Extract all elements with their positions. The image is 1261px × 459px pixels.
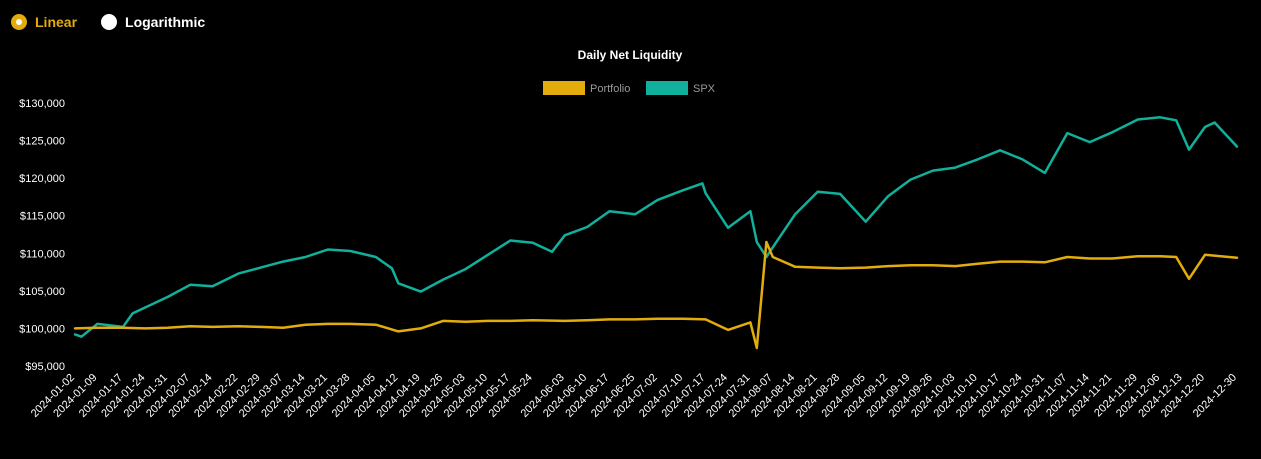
chart-legend: Portfolio SPX <box>543 81 716 95</box>
y-tick-label: $110,000 <box>20 248 65 260</box>
series-lines <box>73 116 1239 350</box>
logarithmic-label: Logarithmic <box>125 14 206 30</box>
y-tick-label: $95,000 <box>25 361 65 373</box>
series-line-portfolio <box>73 240 1239 350</box>
y-axis: $95,000 $100,000 $105,000 $110,000 $115,000 $… <box>19 98 65 373</box>
linear-option[interactable]: Linear <box>11 14 77 30</box>
y-tick-label: $105,000 <box>19 286 65 298</box>
legend-swatch-spx <box>646 81 688 95</box>
y-tick-label: $125,000 <box>19 136 65 148</box>
series-line-spx <box>73 116 1239 338</box>
y-tick-label: $120,000 <box>19 173 65 185</box>
y-tick-label: $130,000 <box>19 98 65 110</box>
logarithmic-radio-icon[interactable] <box>101 14 118 30</box>
y-tick-label: $100,000 <box>19 323 65 335</box>
logarithmic-option[interactable]: Logarithmic <box>101 14 205 30</box>
linear-radio-icon[interactable] <box>11 14 27 30</box>
legend-label-spx: SPX <box>693 83 716 95</box>
chart-title: Daily Net Liquidity <box>578 48 683 62</box>
linear-label: Linear <box>35 14 78 30</box>
scale-toggle: Linear Logarithmic <box>11 14 205 30</box>
legend-swatch-portfolio <box>543 81 585 95</box>
x-axis: 2024-01-022024-01-092024-01-172024-01-24… <box>29 372 1239 420</box>
y-tick-label: $115,000 <box>20 211 65 223</box>
legend-label-portfolio: Portfolio <box>590 83 630 95</box>
